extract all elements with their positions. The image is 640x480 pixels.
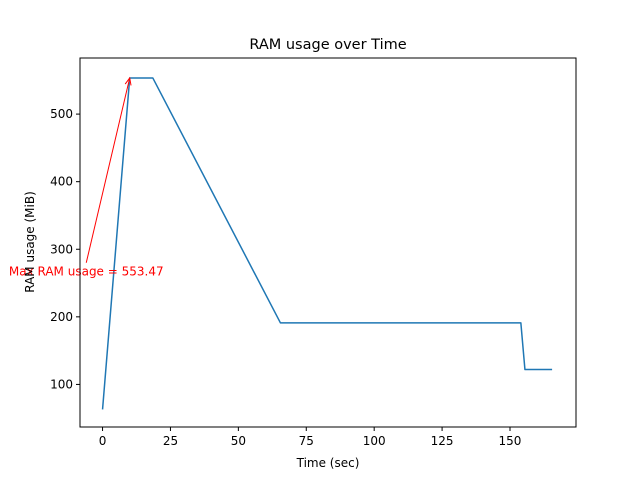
annotation-arrow-line (85, 77, 131, 263)
plot-area: Max RAM usage = 553.47 0 25 50 75 100 125 150 10… (9, 57, 577, 448)
annotation-text: Max RAM usage = 553.47 (9, 265, 164, 279)
x-tick-label: 125 (431, 434, 454, 448)
y-tick-label: 500 (50, 107, 73, 121)
y-axis-label: RAM usage (MiB) (23, 191, 37, 293)
y-tick-label: 200 (50, 310, 73, 324)
x-tick-label: 50 (231, 434, 246, 448)
x-tick-label: 0 (99, 434, 107, 448)
x-tick-label: 150 (499, 434, 522, 448)
chart-title: RAM usage over Time (249, 37, 406, 53)
y-tick-label: 300 (50, 242, 73, 256)
x-axis-label: Time (sec) (296, 456, 360, 470)
y-tick-label: 400 (50, 175, 73, 189)
y-tick-label: 100 (50, 377, 73, 391)
x-tick-label: 100 (363, 434, 386, 448)
x-tick-label: 25 (163, 434, 178, 448)
plot-frame (79, 57, 577, 428)
annotation-arrow-head (124, 76, 132, 86)
x-tick-label: 75 (299, 434, 314, 448)
